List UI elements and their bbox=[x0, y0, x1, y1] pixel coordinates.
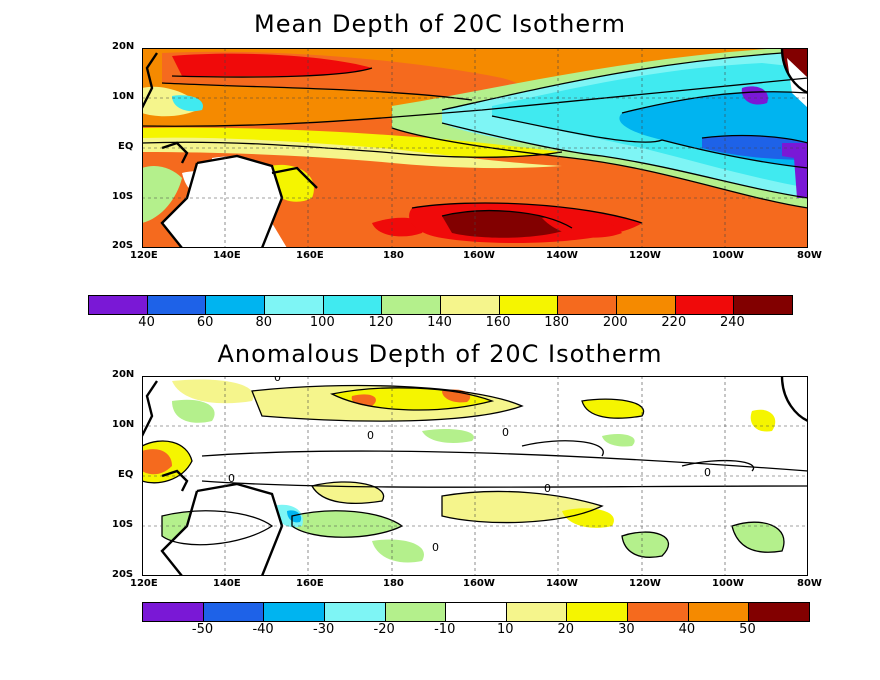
colorbar-swatch bbox=[381, 296, 441, 314]
lat-label-10n: 10N bbox=[112, 91, 135, 102]
lon-label-140w: 140W bbox=[546, 250, 578, 261]
colorbar-swatch bbox=[146, 296, 206, 314]
lon-label-180: 180 bbox=[383, 578, 404, 589]
colorbar-tick-label: -50 bbox=[191, 622, 214, 637]
lon-label-140e: 140E bbox=[213, 578, 241, 589]
colorbar-tick-label: 220 bbox=[661, 315, 687, 330]
lat-label-eq: EQ bbox=[118, 469, 134, 480]
lat-label-20s: 20S bbox=[112, 569, 134, 580]
contour-label-zero: 0 bbox=[432, 541, 439, 554]
lon-label-80w: 80W bbox=[797, 250, 822, 261]
colorbar-tick-label: 120 bbox=[368, 315, 394, 330]
lat-label-20n: 20N bbox=[112, 369, 135, 380]
colorbar-tick-label: 10 bbox=[496, 622, 514, 637]
colorbar-swatch bbox=[505, 603, 567, 621]
colorbar-swatch bbox=[674, 296, 734, 314]
lon-label-80w: 80W bbox=[797, 578, 822, 589]
colorbar-swatch bbox=[440, 296, 499, 314]
colorbar-tick-label: -40 bbox=[252, 622, 274, 637]
lon-label-160e: 160E bbox=[296, 578, 324, 589]
colorbar-tick-label: 140 bbox=[427, 315, 452, 330]
colorbar-swatch bbox=[143, 603, 203, 621]
colorbar-tick-label: 60 bbox=[196, 315, 214, 330]
colorbar-swatch bbox=[627, 603, 688, 621]
contour-label-zero: 0 bbox=[274, 376, 281, 384]
colorbar-swatch bbox=[566, 603, 628, 621]
colorbar-tick-label: 20 bbox=[557, 622, 575, 637]
colorbar-swatch bbox=[89, 296, 147, 314]
colorbar-swatch bbox=[748, 603, 810, 621]
colorbar-tick-label: 40 bbox=[678, 622, 696, 637]
lat-label-10s: 10S bbox=[112, 519, 134, 530]
colorbar-tick-label: 50 bbox=[739, 622, 756, 637]
anomaly-depth-map: 0 0 0 0 0 0 0 bbox=[142, 376, 808, 576]
lat-label-20s: 20S bbox=[112, 240, 134, 251]
anomaly-depth-field: 0 0 0 0 0 0 0 bbox=[142, 376, 808, 576]
mean-depth-map bbox=[142, 48, 808, 248]
colorbar-tick-label: 160 bbox=[485, 315, 511, 330]
colorbar-tick-label: 180 bbox=[544, 315, 570, 330]
contour-label-zero: 0 bbox=[367, 429, 374, 442]
lon-label-160w: 160W bbox=[463, 578, 495, 589]
colorbar-swatch bbox=[557, 296, 617, 314]
colorbar-tick-label: 80 bbox=[255, 315, 273, 330]
colorbar-tick-label: 40 bbox=[138, 315, 155, 330]
top-map-title: Mean Depth of 20C Isotherm bbox=[254, 10, 626, 38]
lon-label-120w: 120W bbox=[629, 250, 661, 261]
colorbar-tick-label: 200 bbox=[602, 315, 628, 330]
colorbar-swatch bbox=[322, 296, 382, 314]
lon-label-160e: 160E bbox=[296, 250, 324, 261]
lon-label-120e: 120E bbox=[130, 250, 158, 261]
bottom-map-title: Anomalous Depth of 20C Isotherm bbox=[217, 340, 663, 368]
colorbar-swatch bbox=[445, 603, 506, 621]
contour-label-zero: 0 bbox=[228, 472, 235, 485]
lat-label-10n: 10N bbox=[112, 419, 135, 430]
lat-label-10s: 10S bbox=[112, 191, 134, 202]
colorbar-swatch bbox=[263, 603, 324, 621]
lon-label-180: 180 bbox=[383, 250, 404, 261]
colorbar-swatch bbox=[498, 296, 558, 314]
colorbar-swatch bbox=[205, 296, 265, 314]
colorbar-swatch bbox=[687, 603, 749, 621]
colorbar-tick-label: 30 bbox=[618, 622, 635, 637]
colorbar-swatch bbox=[616, 296, 675, 314]
lon-label-160w: 160W bbox=[463, 250, 495, 261]
colorbar-tick-label: 240 bbox=[719, 315, 745, 330]
colorbar-swatch bbox=[264, 296, 323, 314]
lon-label-100w: 100W bbox=[712, 250, 744, 261]
colorbar-swatch bbox=[733, 296, 793, 314]
mean-depth-colorbar bbox=[88, 295, 793, 315]
lon-label-100w: 100W bbox=[712, 578, 744, 589]
lon-label-120e: 120E bbox=[130, 578, 158, 589]
lon-label-140e: 140E bbox=[213, 250, 241, 261]
colorbar-tick-label: -30 bbox=[313, 622, 335, 637]
lat-label-eq: EQ bbox=[118, 141, 134, 152]
colorbar-swatch bbox=[202, 603, 264, 621]
contour-label-zero: 0 bbox=[502, 426, 509, 439]
lon-label-120w: 120W bbox=[629, 578, 661, 589]
lat-label-20n: 20N bbox=[112, 41, 135, 52]
mean-depth-field bbox=[142, 48, 808, 248]
colorbar-tick-label: -10 bbox=[434, 622, 456, 637]
lon-label-140w: 140W bbox=[546, 578, 578, 589]
colorbar-tick-label: -20 bbox=[373, 622, 395, 637]
colorbar-tick-label: 100 bbox=[309, 315, 335, 330]
anomaly-depth-colorbar bbox=[142, 602, 810, 622]
colorbar-swatch bbox=[384, 603, 446, 621]
colorbar-swatch bbox=[323, 603, 385, 621]
contour-label-zero: 0 bbox=[544, 482, 551, 495]
contour-label-zero: 0 bbox=[704, 466, 711, 479]
